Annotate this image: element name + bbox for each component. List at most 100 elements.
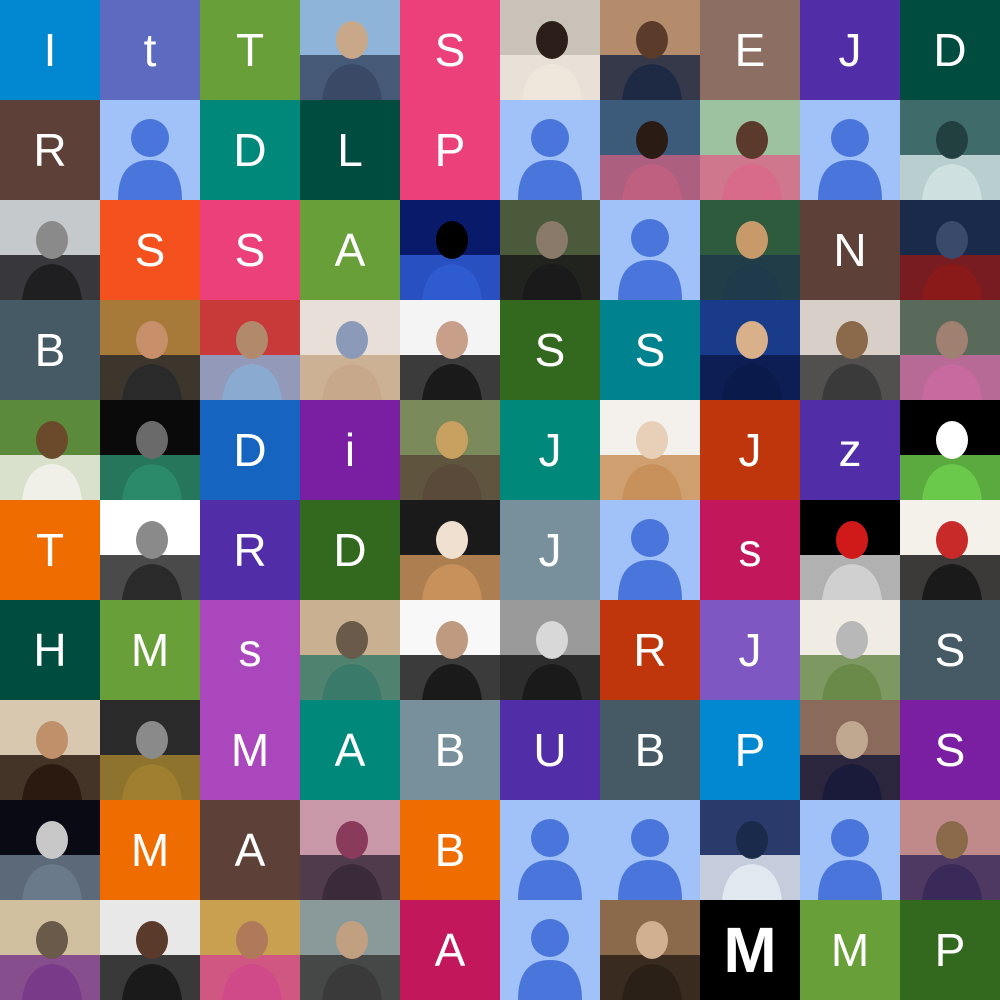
letter-avatar[interactable]: J [800,0,900,100]
photo-avatar[interactable] [0,400,100,500]
photo-avatar[interactable] [900,200,1000,300]
photo-avatar[interactable] [0,800,100,900]
photo-avatar[interactable] [800,300,900,400]
photo-avatar[interactable] [100,900,200,1000]
letter-avatar[interactable]: M [100,800,200,900]
photo-avatar[interactable] [400,300,500,400]
letter-avatar[interactable]: t [100,0,200,100]
photo-avatar[interactable] [600,0,700,100]
letter-avatar[interactable]: z [800,400,900,500]
letter-avatar[interactable]: I [0,0,100,100]
photo-avatar[interactable] [200,300,300,400]
letter-avatar[interactable]: B [0,300,100,400]
photo-avatar[interactable] [300,900,400,1000]
default-avatar[interactable] [600,800,700,900]
photo-avatar[interactable] [600,400,700,500]
photo-avatar[interactable] [800,600,900,700]
photo-avatar[interactable] [800,700,900,800]
letter-avatar[interactable]: D [200,400,300,500]
letter-avatar[interactable]: P [700,700,800,800]
photo-avatar[interactable] [700,200,800,300]
photo-avatar[interactable] [900,100,1000,200]
letter-avatar[interactable]: M [100,600,200,700]
letter-avatar[interactable]: R [600,600,700,700]
photo-avatar[interactable] [100,300,200,400]
letter-avatar[interactable]: U [500,700,600,800]
default-avatar[interactable] [100,100,200,200]
letter-avatar[interactable]: J [500,500,600,600]
photo-avatar[interactable] [400,200,500,300]
photo-avatar[interactable] [100,400,200,500]
letter-avatar[interactable]: N [800,200,900,300]
photo-avatar[interactable] [700,800,800,900]
letter-avatar[interactable]: S [400,0,500,100]
photo-avatar[interactable] [400,400,500,500]
letter-avatar[interactable]: S [500,300,600,400]
default-avatar[interactable] [500,100,600,200]
photo-avatar[interactable] [900,400,1000,500]
letter-avatar[interactable]: P [900,900,1000,1000]
photo-avatar[interactable] [300,600,400,700]
letter-avatar[interactable]: A [300,700,400,800]
letter-avatar[interactable]: E [700,0,800,100]
letter-avatar[interactable]: J [700,600,800,700]
letter-avatar[interactable]: B [600,700,700,800]
photo-avatar[interactable] [300,800,400,900]
photo-avatar[interactable] [0,700,100,800]
letter-avatar[interactable]: H [0,600,100,700]
photo-avatar[interactable] [400,500,500,600]
letter-avatar[interactable]: M [200,700,300,800]
photo-avatar[interactable] [200,900,300,1000]
letter-avatar[interactable]: R [200,500,300,600]
photo-avatar[interactable] [500,600,600,700]
photo-avatar[interactable] [300,0,400,100]
photo-avatar[interactable] [900,300,1000,400]
letter-avatar[interactable]: S [200,200,300,300]
photo-avatar[interactable] [0,200,100,300]
letter-avatar[interactable]: T [0,500,100,600]
photo-avatar[interactable] [500,0,600,100]
photo-avatar[interactable] [700,300,800,400]
letter-avatar[interactable]: M [700,900,800,1000]
letter-avatar[interactable]: S [100,200,200,300]
photo-avatar[interactable] [900,500,1000,600]
letter-avatar[interactable]: J [700,400,800,500]
photo-avatar[interactable] [700,100,800,200]
letter-avatar[interactable]: S [600,300,700,400]
default-avatar[interactable] [800,100,900,200]
photo-avatar[interactable] [800,500,900,600]
photo-avatar[interactable] [100,500,200,600]
letter-avatar[interactable]: s [200,600,300,700]
photo-avatar[interactable] [100,700,200,800]
letter-avatar[interactable]: A [300,200,400,300]
photo-avatar[interactable] [500,200,600,300]
photo-avatar[interactable] [600,900,700,1000]
default-avatar[interactable] [600,500,700,600]
photo-avatar[interactable] [400,600,500,700]
letter-avatar[interactable]: A [200,800,300,900]
letter-avatar[interactable]: L [300,100,400,200]
letter-avatar[interactable]: B [400,700,500,800]
letter-avatar[interactable]: D [300,500,400,600]
letter-avatar[interactable]: S [900,600,1000,700]
letter-avatar[interactable]: S [900,700,1000,800]
letter-avatar[interactable]: A [400,900,500,1000]
letter-avatar[interactable]: T [200,0,300,100]
letter-avatar[interactable]: P [400,100,500,200]
default-avatar[interactable] [800,800,900,900]
letter-avatar[interactable]: D [900,0,1000,100]
letter-avatar[interactable]: i [300,400,400,500]
photo-avatar[interactable] [0,900,100,1000]
letter-avatar[interactable]: B [400,800,500,900]
letter-avatar[interactable]: J [500,400,600,500]
letter-avatar[interactable]: s [700,500,800,600]
letter-avatar[interactable]: R [0,100,100,200]
photo-avatar[interactable] [900,800,1000,900]
default-avatar[interactable] [600,200,700,300]
photo-avatar[interactable] [300,300,400,400]
default-avatar[interactable] [500,900,600,1000]
letter-avatar[interactable]: D [200,100,300,200]
photo-avatar[interactable] [600,100,700,200]
default-avatar[interactable] [500,800,600,900]
letter-avatar[interactable]: M [800,900,900,1000]
